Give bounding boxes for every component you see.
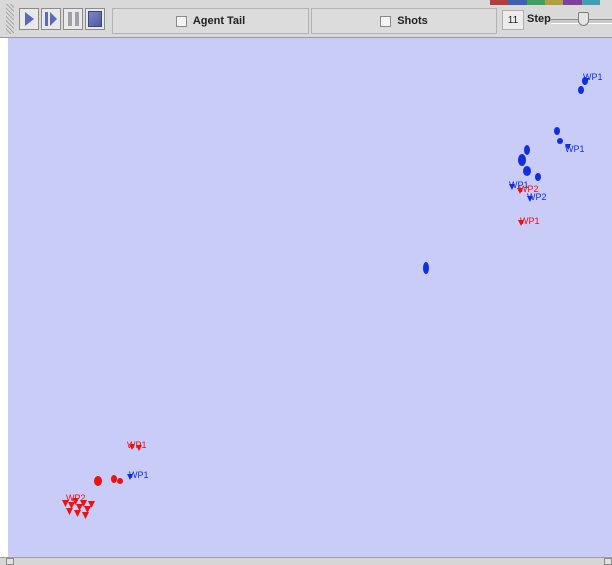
play-icon <box>24 12 34 26</box>
red-waypoint-marker <box>66 508 73 515</box>
step-forward-button[interactable] <box>41 8 61 30</box>
agent-tail-toggle[interactable]: Agent Tail <box>112 8 309 34</box>
stop-icon <box>88 11 102 27</box>
red-waypoint-marker <box>136 445 142 451</box>
blue-agent <box>535 173 541 181</box>
toolbar-grip[interactable] <box>6 4 14 34</box>
red-waypoint-marker <box>74 510 81 517</box>
red-waypoint-marker <box>72 498 79 505</box>
pause-icon <box>67 12 79 26</box>
blue-waypoint-marker <box>583 78 589 84</box>
blue-waypoint-marker <box>565 144 571 150</box>
blue-agent <box>518 154 526 166</box>
red-waypoint-marker <box>80 500 87 507</box>
agent-tail-label: Agent Tail <box>192 15 246 27</box>
swatch <box>563 0 582 5</box>
color-swatches <box>490 0 600 5</box>
swatch <box>581 0 600 5</box>
left-edge <box>0 38 8 557</box>
waypoint-label: WP1 <box>127 440 147 450</box>
red-waypoint-marker <box>76 504 83 511</box>
pause-button[interactable] <box>63 8 83 30</box>
waypoint-label: WP2 <box>527 192 547 202</box>
red-waypoint-marker <box>129 444 135 450</box>
red-waypoint-marker <box>517 188 523 194</box>
waypoint-label: WP2 <box>66 493 86 503</box>
agent-map: WP1 WP1 WP1 WP2 WP1 WP1 WP2 WP1 <box>62 72 603 519</box>
waypoint-label: WP1 <box>129 470 149 480</box>
blue-agent <box>554 127 560 135</box>
step-slider-thumb[interactable] <box>578 12 589 26</box>
waypoint-label: WP2 <box>519 184 539 194</box>
blue-waypoint-marker <box>127 474 133 480</box>
red-agent <box>117 478 123 484</box>
agent-tail-checkbox[interactable] <box>175 15 187 27</box>
red-waypoint-marker <box>88 501 95 508</box>
waypoint-label: WP1 <box>509 180 529 190</box>
blue-agent <box>557 138 563 144</box>
blue-waypoint-marker <box>527 196 533 202</box>
blue-waypoint-marker <box>509 184 515 190</box>
shots-checkbox[interactable] <box>380 15 392 27</box>
stop-button[interactable] <box>85 8 105 30</box>
shots-toggle[interactable]: Shots <box>311 8 497 34</box>
waypoint-label: WP1 <box>565 144 585 154</box>
scroll-left-button[interactable] <box>6 558 14 565</box>
red-waypoint-marker <box>518 220 524 226</box>
blue-agent <box>423 262 429 274</box>
waypoint-label: WP1 <box>520 216 540 226</box>
shots-label: Shots <box>397 15 428 27</box>
red-waypoint-marker <box>82 512 89 519</box>
step-label: Step <box>527 13 551 25</box>
red-agent <box>111 475 117 483</box>
red-waypoint-marker <box>84 506 91 513</box>
red-agent <box>94 476 102 486</box>
simulation-canvas[interactable]: WP1 WP1 WP1 WP2 WP1 WP1 WP2 WP1 <box>8 38 612 557</box>
swatch <box>508 0 527 5</box>
swatch <box>490 0 509 5</box>
blue-agent <box>524 145 530 155</box>
red-waypoint-cluster: WP2 <box>62 493 95 519</box>
swatch <box>544 0 564 5</box>
red-waypoint-marker <box>62 500 69 507</box>
blue-agent <box>578 86 584 94</box>
blue-team: WP1 WP1 WP1 WP2 WP1 <box>127 72 603 480</box>
red-team: WP1 WP2 WP1 WP2 <box>62 184 540 519</box>
scroll-right-button[interactable] <box>604 558 612 565</box>
step-forward-icon <box>45 12 57 26</box>
swatch <box>526 0 545 5</box>
waypoint-label: WP1 <box>583 72 603 82</box>
red-waypoint-marker <box>68 502 75 509</box>
horizontal-scrollbar[interactable] <box>0 557 612 565</box>
blue-agent <box>523 166 531 176</box>
simulation-toolbar: Agent Tail Shots 11 Step <box>0 0 612 38</box>
play-button[interactable] <box>19 8 39 30</box>
step-counter: 11 <box>502 10 524 30</box>
